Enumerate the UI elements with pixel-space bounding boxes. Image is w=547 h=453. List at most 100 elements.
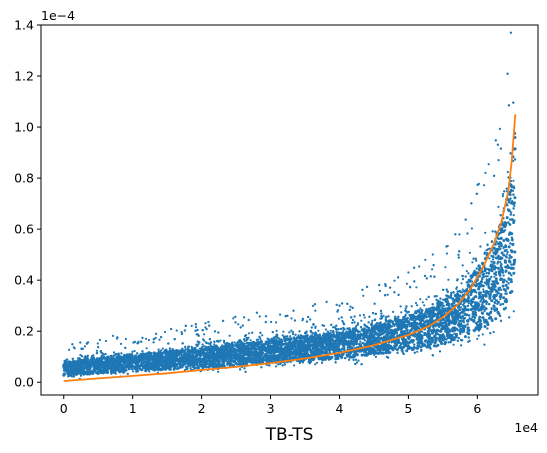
scatter-point xyxy=(201,346,204,349)
scatter-point xyxy=(420,348,423,351)
scatter-point xyxy=(431,268,434,271)
scatter-point xyxy=(485,303,488,306)
scatter-point xyxy=(427,295,430,298)
scatter-point xyxy=(258,315,261,318)
scatter-point xyxy=(392,310,395,313)
scatter-point xyxy=(362,294,365,297)
scatter-point xyxy=(435,295,438,298)
scatter-point xyxy=(310,326,313,329)
scatter-point xyxy=(223,341,226,344)
scatter-point xyxy=(399,305,402,308)
scatter-point xyxy=(456,339,459,342)
scatter-point xyxy=(497,159,500,162)
scatter-point xyxy=(435,298,438,301)
scatter-point xyxy=(424,274,427,277)
scatter-point xyxy=(414,310,417,313)
scatter-point xyxy=(499,303,502,306)
scatter-point xyxy=(239,326,242,329)
scatter-point xyxy=(485,249,488,252)
scatter-point xyxy=(243,339,246,343)
scatter-point xyxy=(371,312,375,315)
scatter-point xyxy=(97,346,100,349)
scatter-point xyxy=(461,264,464,267)
scatter-point xyxy=(373,302,376,305)
scatter-point xyxy=(402,352,405,356)
scatter-point xyxy=(243,338,246,341)
scatter-point xyxy=(206,362,209,365)
scatter-point xyxy=(439,297,442,300)
scatter-point xyxy=(499,147,502,150)
scatter-point xyxy=(413,266,416,269)
scatter-point xyxy=(274,365,278,368)
scatter-point xyxy=(337,328,340,331)
scatter-point xyxy=(184,345,187,348)
scatter-point xyxy=(460,282,463,285)
scatter-point xyxy=(299,334,302,337)
scatter-point xyxy=(79,353,82,357)
scatter-point xyxy=(501,193,505,196)
scatter-point xyxy=(348,308,351,311)
scatter-point xyxy=(244,370,247,373)
scatter-point xyxy=(98,338,101,341)
scatter-point xyxy=(407,271,410,274)
scatter-point xyxy=(378,289,381,292)
scatter-point xyxy=(438,350,442,353)
scatter-point xyxy=(133,349,136,353)
scatter-point xyxy=(385,315,388,318)
scatter-points xyxy=(62,31,517,381)
scatter-point xyxy=(83,345,86,348)
scatter-point xyxy=(482,288,485,291)
scatter-point xyxy=(509,31,512,34)
scatter-point xyxy=(183,368,186,372)
scatter-point xyxy=(131,350,134,353)
scatter-point xyxy=(160,349,163,352)
scatter-point xyxy=(510,274,513,277)
scatter-point xyxy=(379,321,382,324)
scatter-point xyxy=(497,260,500,263)
scatter-point xyxy=(194,326,198,329)
scatter-point xyxy=(245,336,248,339)
scatter-point xyxy=(414,301,418,305)
scatter-point xyxy=(493,275,496,278)
scatter-point xyxy=(442,288,445,291)
scatter-point xyxy=(512,179,515,182)
scatter-point xyxy=(190,324,193,327)
scatter-point xyxy=(354,362,357,366)
scatter-point xyxy=(180,332,184,336)
scatter-point xyxy=(294,333,297,336)
scatter-point xyxy=(413,343,416,346)
scatter-point xyxy=(431,253,434,256)
scatter-point xyxy=(213,343,216,346)
scatter-point xyxy=(461,278,465,281)
scatter-point xyxy=(353,315,356,318)
scatter-point xyxy=(203,345,206,348)
scatter-point xyxy=(460,322,463,325)
scatter-point xyxy=(464,275,467,278)
scatter-point xyxy=(415,286,418,289)
scatter-point xyxy=(309,318,312,321)
scatter-point xyxy=(462,318,465,322)
scatter-point xyxy=(163,330,166,334)
scatter-point xyxy=(447,278,450,281)
scatter-point xyxy=(184,349,187,352)
scatter-point xyxy=(479,300,482,303)
scatter-point xyxy=(241,324,244,327)
scatter-point xyxy=(509,197,512,200)
scatter-point xyxy=(170,327,173,331)
scatter-point xyxy=(351,318,355,322)
scatter-point xyxy=(293,364,296,367)
scatter-point xyxy=(387,315,390,318)
scatter-point xyxy=(352,340,355,343)
scatter-point xyxy=(502,274,505,277)
scatter-point xyxy=(482,273,485,276)
scatter-point xyxy=(324,328,327,331)
scatter-point xyxy=(314,309,317,312)
scatter-point xyxy=(341,302,344,305)
scatter-point xyxy=(160,336,163,339)
scatter-point xyxy=(116,336,119,339)
scatter-point xyxy=(233,341,236,344)
scatter-point xyxy=(458,233,461,236)
scatter-point xyxy=(464,218,467,221)
scatter-point xyxy=(360,319,363,322)
